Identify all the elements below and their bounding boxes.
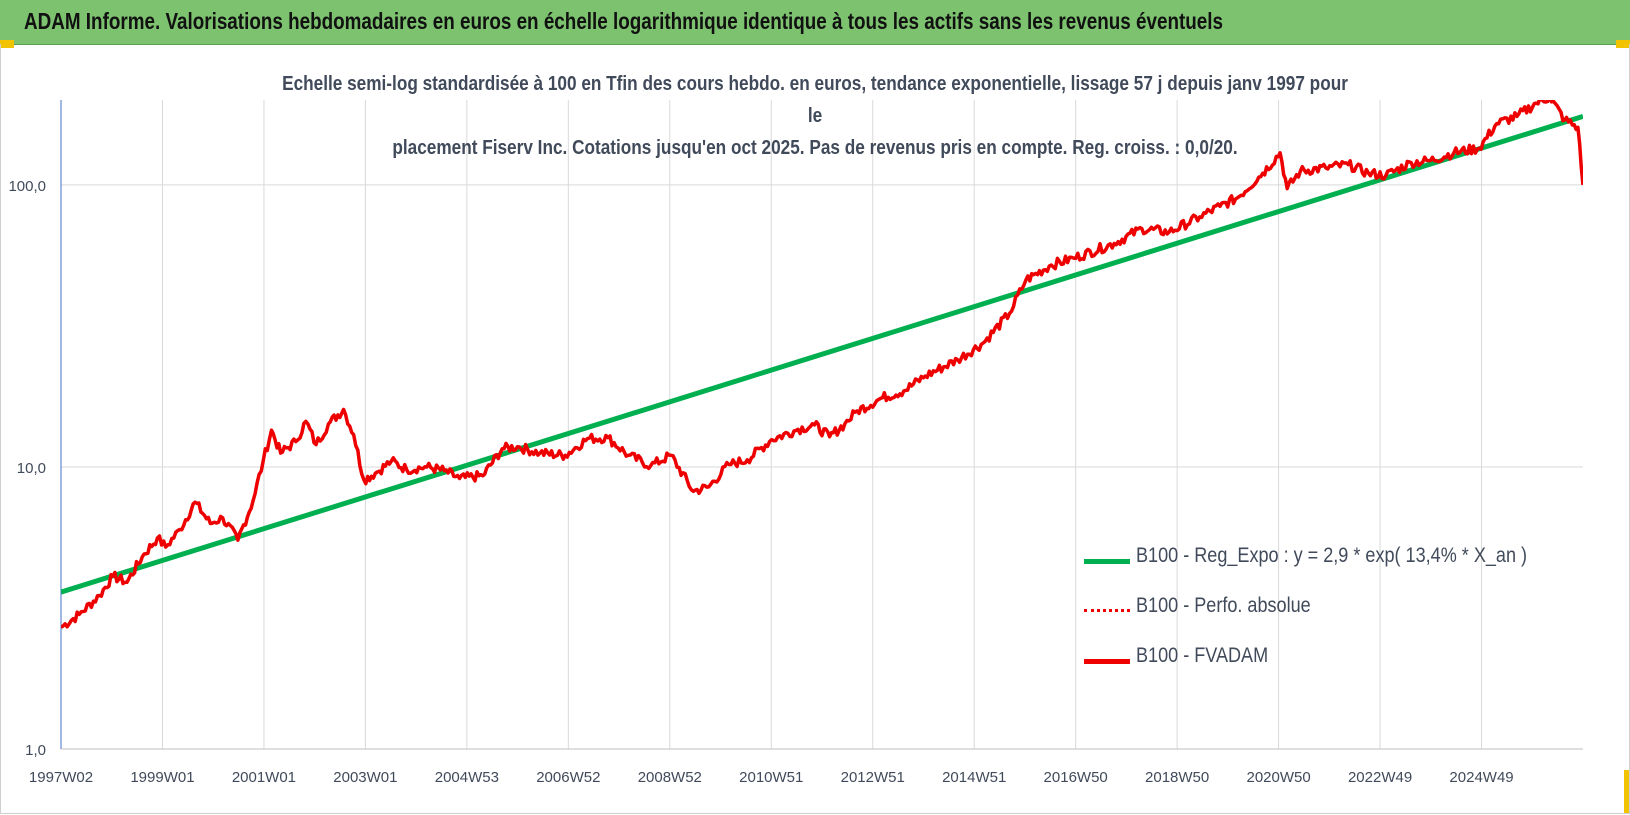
x-tick-label: 2012W51 [841, 769, 905, 786]
y-tick-label: 100,0 [8, 178, 46, 195]
x-tick-label: 2004W53 [435, 769, 499, 786]
axis-layer: 1,0 10,0 100,0 1997W02 1999W01 2001W01 2003W01… [8, 100, 1583, 786]
x-tick-label: 2003W01 [333, 769, 397, 786]
header-banner: ADAM Informe. Valorisations hebdomadaire… [0, 0, 1630, 45]
banner-title: ADAM Informe. Valorisations hebdomadaire… [24, 8, 1224, 34]
x-tick-label: 2018W50 [1145, 769, 1209, 786]
chart-title: Echelle semi-log standardisée à 100 en T… [278, 68, 1353, 164]
corner-marker-top-left [0, 40, 14, 48]
legend-label-trend: B100 - Reg_Expo : y = 2,9 * exp( 13,4% *… [1136, 544, 1528, 567]
grid-layer [61, 100, 1583, 750]
x-tick-label: 2010W51 [739, 769, 803, 786]
chart-title-line-1: Echelle semi-log standardisée à 100 en T… [282, 73, 1348, 127]
x-tick-label: 2006W52 [536, 769, 600, 786]
x-tick-label: 2008W52 [638, 769, 702, 786]
x-tick-label: 2014W51 [942, 769, 1006, 786]
series-layer [61, 100, 1583, 629]
legend-swatch-price [1084, 659, 1130, 664]
x-tick-label: 2016W50 [1044, 769, 1108, 786]
x-tick-label: 2024W49 [1449, 769, 1513, 786]
corner-marker-top-right [1616, 40, 1630, 48]
chart-title-line-2: placement Fiserv Inc. Cotations jusqu'en… [392, 137, 1238, 159]
series-line-trend [61, 114, 1583, 595]
legend-label-price: B100 - FVADAM [1136, 644, 1269, 667]
x-tick-label: 1999W01 [130, 769, 194, 786]
legend-swatch-perfo [1084, 609, 1130, 612]
x-tick-label: 2022W49 [1348, 769, 1412, 786]
y-tick-label: 1,0 [25, 742, 46, 759]
x-tick-label: 2020W50 [1246, 769, 1310, 786]
legend-label-perfo: B100 - Perfo. absolue [1136, 594, 1311, 617]
x-tick-label: 2001W01 [232, 769, 296, 786]
y-tick-label: 10,0 [17, 460, 46, 477]
x-tick-label: 1997W02 [29, 769, 93, 786]
corner-marker-bottom-right [1624, 770, 1630, 813]
series-line-price [61, 100, 1583, 629]
legend-swatch-trend [1084, 559, 1130, 564]
